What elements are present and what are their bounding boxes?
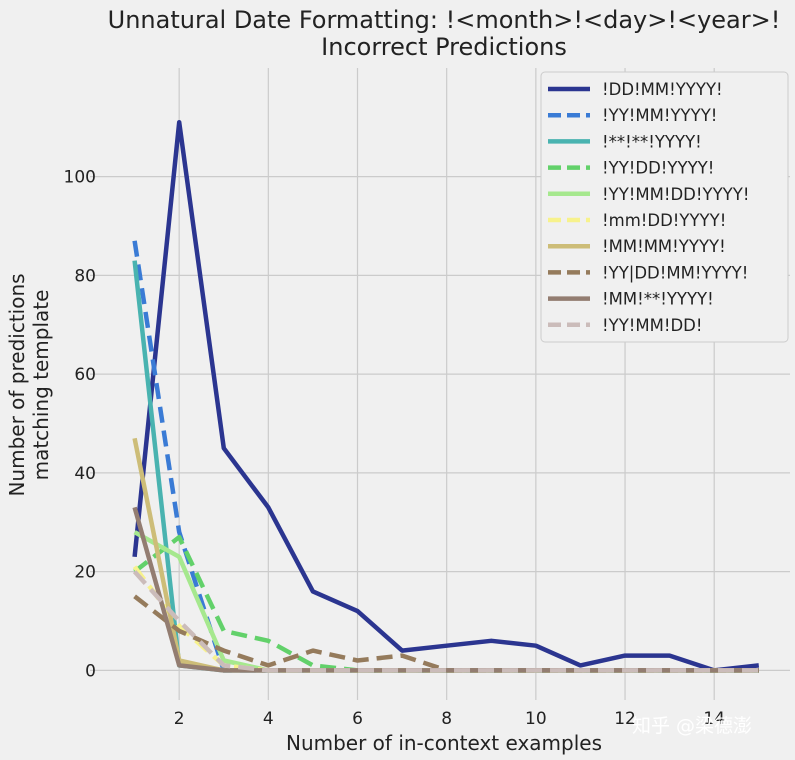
legend-label-1: !DD!MM!YYYY! (602, 80, 723, 99)
series-lines (132, 120, 760, 673)
x-tick-label: 8 (441, 709, 452, 729)
legend-box (540, 71, 789, 343)
series-line-1 (132, 120, 760, 673)
legend-label-8: !YY|DD!MM!YYYY! (602, 263, 748, 282)
y-tick-label: 40 (74, 464, 96, 484)
x-axis-label: Number of in-context examples (286, 731, 602, 755)
y-axis-label-line-2: matching template (29, 290, 53, 481)
tick-labels: 2 4 6 8 10 12 14 0 20 40 60 80 100 (64, 168, 725, 729)
chart-title-line-2: Incorrect Predictions (321, 33, 567, 61)
x-tick-label: 14 (703, 709, 725, 729)
x-tick-label: 12 (614, 709, 636, 729)
legend-label-10: !YY!MM!DD! (602, 316, 703, 335)
legend-label-6: !mm!DD!YYYY! (602, 211, 726, 230)
legend: !DD!MM!YYYY! !YY!MM!YYYY! !**!**!YYYY! !YY!… (540, 71, 789, 343)
y-tick-label: 100 (64, 168, 96, 188)
y-tick-label: 0 (85, 661, 96, 681)
watermark-text: 知乎 @梁德澎 (632, 715, 752, 737)
chart-title-line-1: Unnatural Date Formatting: !<month>!<day… (108, 6, 781, 34)
x-tick-label: 2 (174, 709, 185, 729)
legend-label-9: !MM!**!YYYY! (602, 290, 714, 309)
x-tick-label: 4 (263, 709, 274, 729)
legend-label-2: !YY!MM!YYYY! (602, 106, 717, 125)
y-tick-label: 20 (74, 563, 96, 583)
y-axis-label-line-1: Number of predictions (5, 273, 29, 496)
legend-label-4: !YY!DD!YYYY! (602, 159, 714, 178)
series-line-10 (132, 570, 759, 673)
y-tick-label: 80 (74, 266, 96, 286)
legend-label-3: !**!**!YYYY! (602, 132, 702, 151)
legend-label-5: !YY!MM!DD!YYYY! (602, 185, 749, 204)
x-tick-label: 6 (352, 709, 363, 729)
y-tick-label: 60 (74, 365, 96, 385)
legend-label-7: !MM!MM!YYYY! (602, 237, 726, 256)
x-tick-label: 10 (525, 709, 547, 729)
